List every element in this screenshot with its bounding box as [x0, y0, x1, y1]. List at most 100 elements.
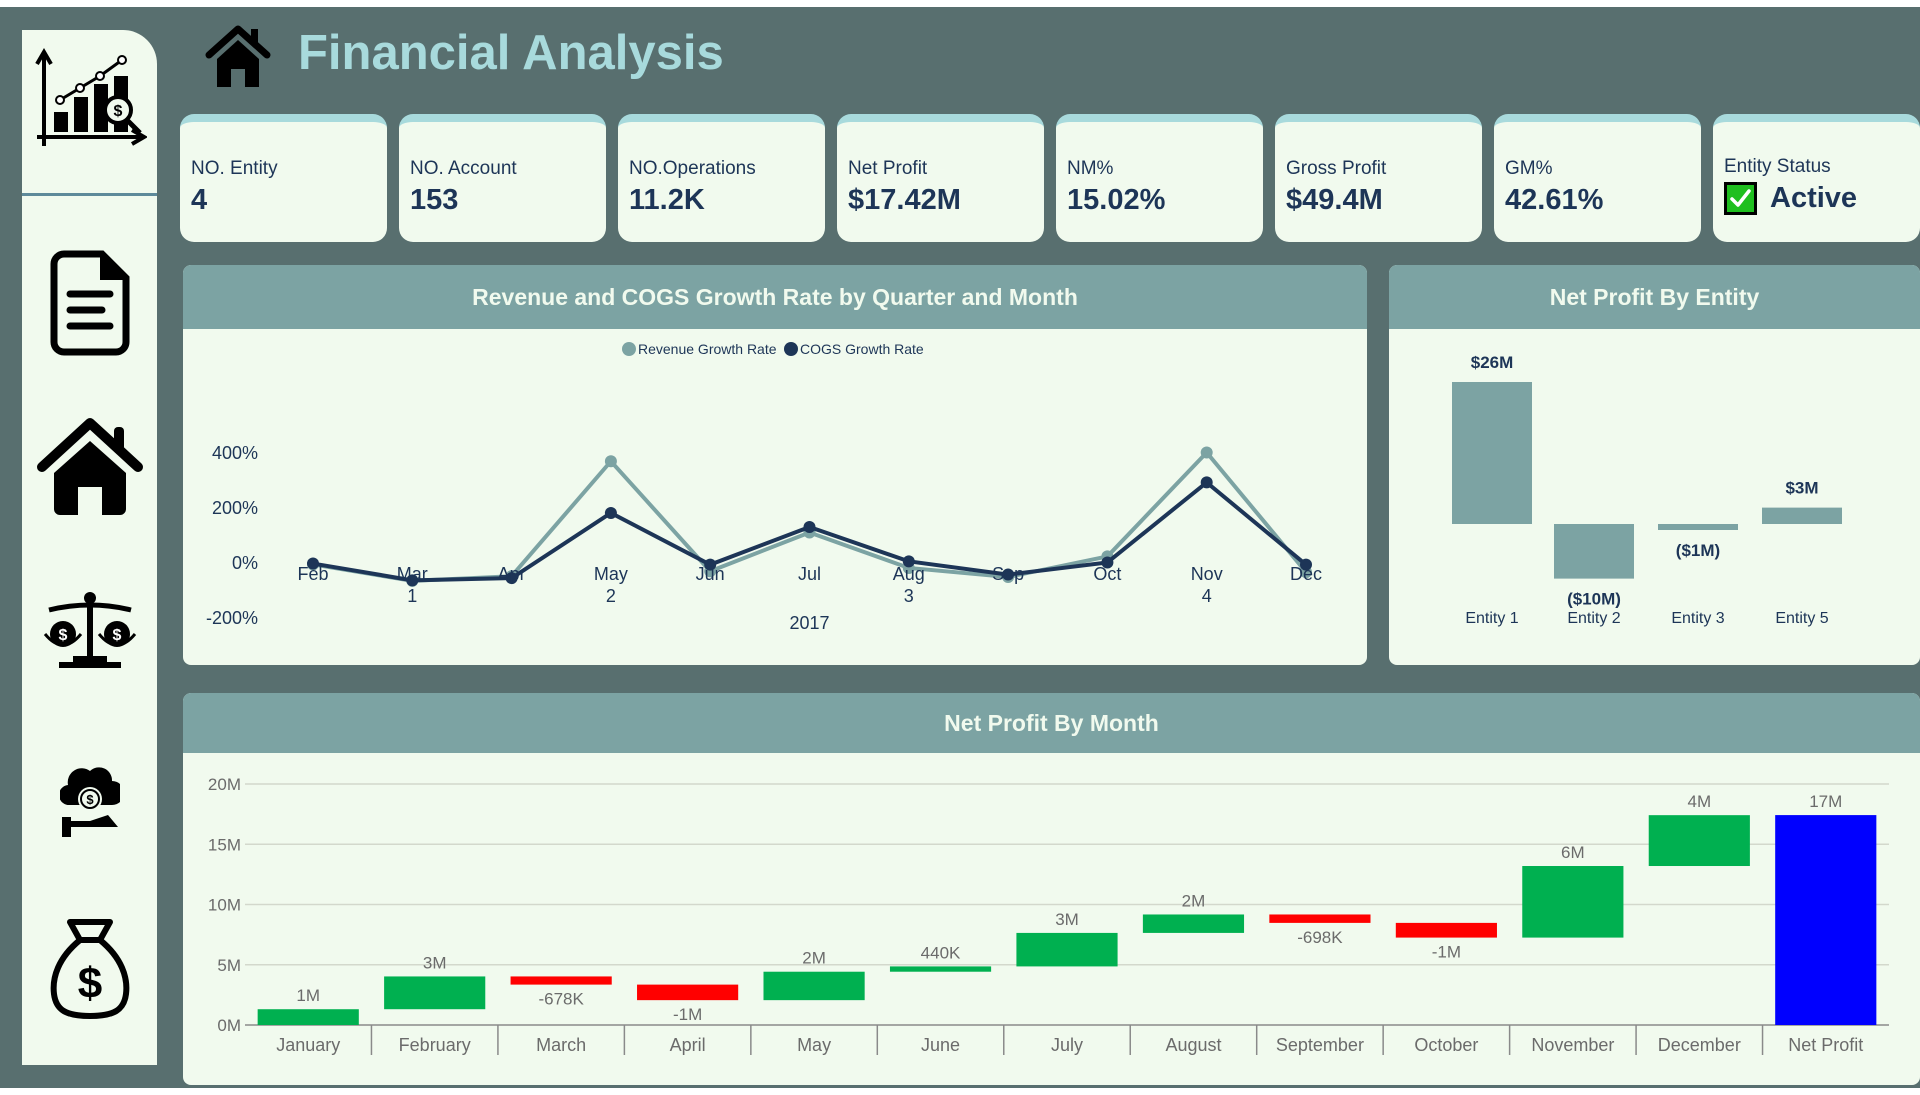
data-point-cogs[interactable]: [307, 557, 319, 570]
kpi-card-entity-status: Entity Status Active: [1713, 114, 1920, 242]
total-bar[interactable]: [1775, 815, 1877, 1025]
kpi-label: Gross Profit: [1286, 158, 1387, 179]
entity-bar[interactable]: [1452, 382, 1532, 524]
data-point-cogs[interactable]: [902, 555, 915, 568]
data-point-cogs[interactable]: [1200, 476, 1213, 489]
kpi-card-nm: NM% 15.02%: [1056, 114, 1263, 242]
entity-bar[interactable]: [1554, 524, 1634, 579]
x-tick-label: February: [399, 1035, 471, 1055]
waterfall-data-label: 1M: [296, 986, 320, 1005]
y-tick-label: -200%: [206, 608, 258, 628]
green-checkbox-icon: [1724, 182, 1757, 215]
x-tick-label: November: [1531, 1035, 1614, 1055]
kpi-card-no-account: NO. Account 153: [399, 114, 606, 242]
increase-bar[interactable]: [384, 976, 486, 1010]
x-tick-label: Sep: [992, 564, 1024, 584]
money-scale-icon: $ $: [43, 592, 136, 668]
decrease-bar[interactable]: [637, 984, 739, 1001]
kpi-card-gm: GM% 42.61%: [1494, 114, 1701, 242]
increase-bar[interactable]: [1142, 914, 1245, 933]
sidebar-item-cloud-finance[interactable]: $: [22, 765, 157, 837]
increase-bar[interactable]: [889, 966, 992, 972]
x-tick-label: April: [670, 1035, 706, 1055]
data-point-cogs[interactable]: [505, 572, 518, 585]
waterfall-data-label: 2M: [1182, 891, 1206, 910]
x-tick-label: January: [276, 1035, 340, 1055]
data-point-revenue[interactable]: [1200, 446, 1213, 459]
increase-bar[interactable]: [1522, 866, 1624, 938]
x-tick-label: Nov: [1191, 564, 1223, 584]
decrease-bar[interactable]: [1395, 922, 1497, 938]
entity-status-text: Active: [1770, 182, 1858, 214]
quarter-label: 2: [606, 586, 616, 606]
sidebar-item-balance[interactable]: $ $: [22, 592, 157, 670]
decrease-bar[interactable]: [510, 976, 612, 985]
x-tick-label: Mar: [397, 564, 428, 584]
legend-marker-cogs: [784, 342, 798, 356]
increase-bar[interactable]: [257, 1009, 359, 1025]
x-tick-label: Oct: [1093, 564, 1121, 584]
kpi-label: GM%: [1505, 158, 1553, 179]
legend-marker-revenue: [622, 342, 636, 356]
entity-x-label: Entity 1: [1465, 610, 1518, 627]
increase-bar[interactable]: [1648, 815, 1750, 867]
header-home-icon[interactable]: [205, 25, 271, 87]
waterfall-data-label: -678K: [538, 990, 584, 1009]
kpi-value: Active: [1724, 182, 1857, 215]
page-title: Financial Analysis: [298, 26, 724, 80]
kpi-label: NM%: [1067, 158, 1114, 179]
data-point-cogs[interactable]: [1101, 556, 1114, 569]
waterfall-data-label: -1M: [673, 1005, 702, 1024]
entity-data-label: ($10M): [1567, 590, 1621, 609]
kpi-label: NO. Entity: [191, 158, 278, 179]
entity-x-label: Entity 3: [1671, 610, 1724, 627]
waterfall-data-label: -1M: [1432, 943, 1461, 962]
svg-text:$: $: [114, 103, 123, 120]
entity-data-label: ($1M): [1676, 541, 1720, 560]
data-point-revenue[interactable]: [604, 455, 617, 468]
kpi-value: 4: [191, 184, 208, 216]
x-tick-label: March: [536, 1035, 586, 1055]
sidebar-item-home[interactable]: [22, 417, 157, 517]
y-tick-label: 0%: [232, 553, 258, 573]
waterfall-data-label: 6M: [1561, 843, 1585, 862]
cloud-money-hand-icon: $: [59, 767, 120, 837]
data-point-cogs[interactable]: [704, 558, 717, 571]
x-tick-label: Apr: [498, 564, 526, 584]
kpi-value: $49.4M: [1286, 184, 1383, 216]
entity-bar[interactable]: [1658, 524, 1738, 530]
data-point-cogs[interactable]: [604, 506, 617, 519]
quarter-label: 1: [407, 586, 417, 606]
x-tick-label: August: [1165, 1035, 1221, 1055]
x-tick-label: September: [1276, 1035, 1364, 1055]
home-icon: [36, 418, 143, 515]
sidebar-item-document[interactable]: [22, 250, 157, 356]
y-tick-label: 20M: [208, 775, 241, 794]
legend-label-cogs: COGS Growth Rate: [800, 341, 924, 357]
decrease-bar[interactable]: [1269, 914, 1371, 923]
data-point-cogs[interactable]: [803, 520, 816, 533]
data-point-cogs[interactable]: [1002, 568, 1015, 581]
kpi-value: $17.42M: [848, 184, 961, 216]
waterfall-data-label: 3M: [423, 953, 447, 972]
quarter-label: 3: [904, 586, 914, 606]
entity-bar[interactable]: [1762, 507, 1842, 524]
svg-text:$: $: [77, 959, 101, 1008]
y-tick-label: 200%: [212, 498, 258, 518]
kpi-card-no-operations: NO.Operations 11.2K: [618, 114, 825, 242]
entity-profit-panel: Net Profit By Entity $26M Entity 1 ($10M) E…: [1389, 265, 1920, 665]
data-point-cogs[interactable]: [406, 574, 419, 587]
document-icon: [50, 250, 129, 356]
dashboard-canvas: $ $ $: [0, 7, 1920, 1088]
y-tick-label: 0M: [217, 1016, 241, 1035]
data-point-cogs[interactable]: [1300, 558, 1312, 571]
kpi-value: 15.02%: [1067, 184, 1166, 216]
year-label: 2017: [789, 613, 829, 633]
kpi-label: NO. Account: [410, 158, 517, 179]
y-tick-label: 400%: [212, 443, 258, 463]
entity-x-label: Entity 5: [1775, 610, 1828, 627]
y-tick-label: 15M: [208, 835, 241, 854]
increase-bar[interactable]: [1016, 932, 1118, 967]
sidebar-item-money-bag[interactable]: $: [22, 918, 157, 1020]
increase-bar[interactable]: [763, 971, 865, 1001]
